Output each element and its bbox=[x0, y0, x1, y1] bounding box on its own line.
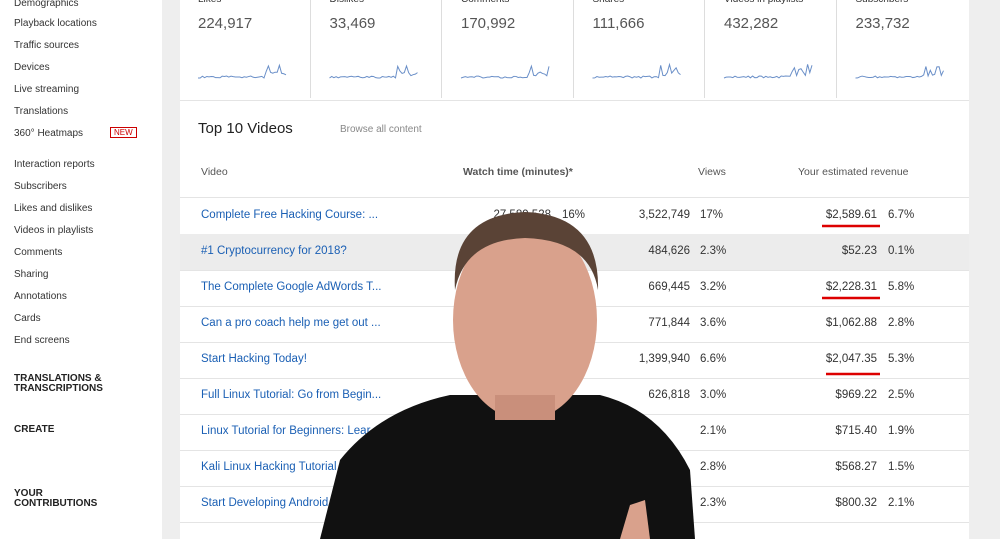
sparkline bbox=[330, 66, 418, 78]
sparkline bbox=[198, 65, 286, 78]
annotation-underlines bbox=[822, 226, 880, 374]
sparkline bbox=[856, 66, 944, 78]
page: Demographics Playback locations Traffic so… bbox=[0, 0, 1000, 539]
sparkline bbox=[461, 66, 549, 78]
overlay bbox=[0, 0, 1000, 539]
person bbox=[320, 212, 695, 539]
sparkline bbox=[724, 64, 812, 78]
sparkline bbox=[593, 65, 681, 78]
